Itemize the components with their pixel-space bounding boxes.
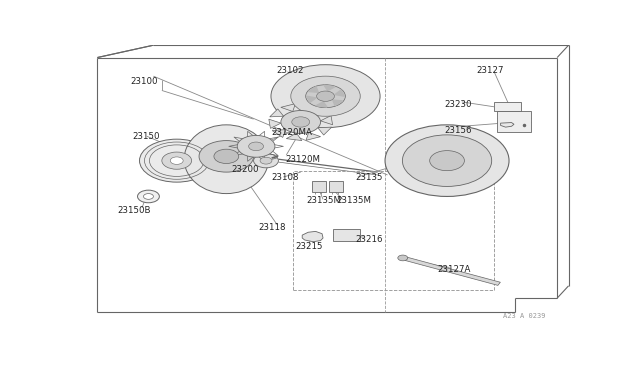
Circle shape [170, 157, 183, 164]
Circle shape [398, 255, 408, 261]
Polygon shape [316, 102, 327, 107]
Text: 23135M: 23135M [336, 196, 371, 205]
Circle shape [140, 139, 214, 182]
Polygon shape [321, 116, 333, 125]
Text: 23127: 23127 [477, 66, 504, 75]
Text: 23102: 23102 [276, 66, 303, 75]
Circle shape [292, 117, 310, 127]
Polygon shape [306, 132, 321, 140]
Circle shape [281, 110, 321, 134]
Circle shape [199, 141, 253, 172]
Text: 23127A: 23127A [437, 265, 470, 274]
Polygon shape [302, 231, 323, 242]
Bar [494, 102, 522, 110]
Polygon shape [307, 96, 316, 102]
Circle shape [248, 142, 264, 151]
Text: 23230: 23230 [445, 100, 472, 109]
Circle shape [317, 91, 335, 101]
Text: 23120MA: 23120MA [271, 128, 312, 137]
Circle shape [214, 149, 239, 164]
Circle shape [143, 193, 154, 199]
Circle shape [162, 152, 191, 169]
Text: 23215: 23215 [296, 242, 323, 251]
Polygon shape [308, 87, 318, 92]
Text: 23120M: 23120M [286, 155, 321, 164]
Polygon shape [333, 100, 342, 106]
Circle shape [306, 85, 346, 108]
Text: 23135: 23135 [355, 173, 383, 182]
Text: 23118: 23118 [259, 224, 286, 232]
Circle shape [260, 157, 272, 164]
Text: 23150: 23150 [132, 132, 159, 141]
Bar [330, 181, 344, 192]
Circle shape [253, 154, 278, 168]
Polygon shape [269, 119, 281, 128]
Text: 23200: 23200 [231, 165, 259, 174]
Polygon shape [286, 133, 302, 141]
Bar [312, 181, 326, 192]
Circle shape [271, 65, 380, 128]
Text: 23100: 23100 [131, 77, 158, 86]
Circle shape [291, 76, 360, 116]
Polygon shape [300, 103, 315, 111]
Bar [293, 171, 494, 289]
Polygon shape [500, 122, 514, 127]
Circle shape [237, 135, 275, 157]
Polygon shape [335, 90, 344, 96]
Polygon shape [316, 106, 330, 114]
Text: 23150B: 23150B [117, 206, 150, 215]
Circle shape [385, 125, 509, 196]
Polygon shape [269, 109, 284, 117]
Text: 23156: 23156 [445, 126, 472, 135]
Polygon shape [318, 127, 332, 135]
Bar [497, 110, 531, 132]
Text: 23108: 23108 [271, 173, 298, 182]
Text: A23 A 0239: A23 A 0239 [502, 313, 545, 319]
Ellipse shape [184, 125, 269, 193]
Circle shape [429, 151, 465, 171]
Text: 23135M: 23135M [306, 196, 341, 205]
Polygon shape [405, 257, 500, 285]
Polygon shape [272, 129, 286, 137]
Polygon shape [281, 104, 296, 112]
Text: 23216: 23216 [355, 235, 383, 244]
Polygon shape [324, 85, 335, 91]
Circle shape [403, 135, 492, 186]
Bar [333, 230, 360, 241]
Circle shape [138, 190, 159, 203]
